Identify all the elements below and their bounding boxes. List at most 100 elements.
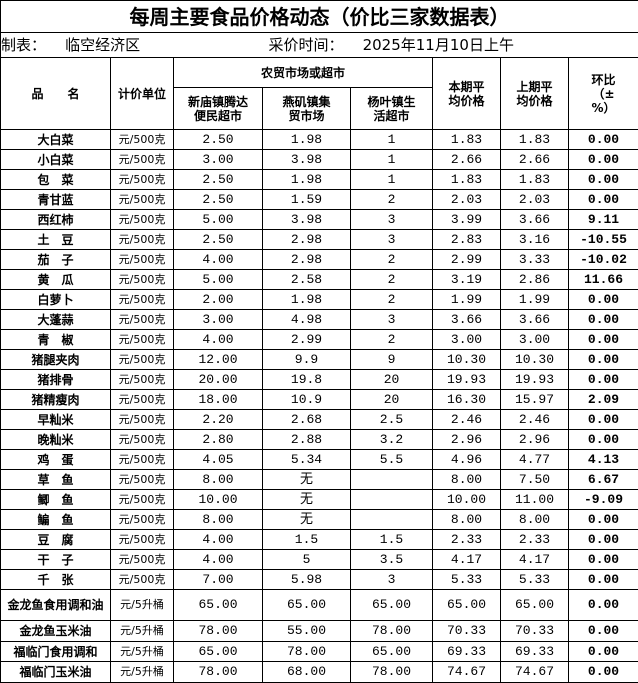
market-price: 2.5 xyxy=(350,409,433,430)
unit: 元/500克 xyxy=(110,549,174,570)
market-price: 3.00 xyxy=(173,149,263,170)
unit: 元/500克 xyxy=(110,289,174,310)
market-price: 7.00 xyxy=(173,569,263,590)
market-price: 1 xyxy=(350,149,433,170)
current-price: 1.83 xyxy=(432,169,501,190)
market-price: 2.50 xyxy=(173,169,263,190)
market-price: 2 xyxy=(350,289,433,310)
market-price: 78.00 xyxy=(173,620,263,642)
table-row: 茄 子元/500克 4.00 2.98 2 2.99 3.33 -10.02 xyxy=(0,249,638,270)
market-price: 20.00 xyxy=(173,369,263,390)
table-row: 晚籼米 元/500克 2.80 2.88 3.2 2.96 2.96 0.00 xyxy=(0,429,638,450)
current-price: 69.33 xyxy=(432,641,501,662)
current-price: 3.19 xyxy=(432,269,501,290)
ratio: 0.00 xyxy=(568,289,638,310)
current-price: 2.03 xyxy=(432,189,501,210)
header-name: 品 名 xyxy=(0,57,111,130)
market-price: 3.98 xyxy=(262,149,351,170)
ratio: 2.09 xyxy=(568,389,638,410)
item-name: 土 豆 xyxy=(0,229,111,250)
ratio: 9.11 xyxy=(568,209,638,230)
time-label: 采价时间： xyxy=(268,36,344,54)
market-price: 9 xyxy=(350,349,433,370)
previous-price: 7.50 xyxy=(500,469,569,490)
previous-price: 2.46 xyxy=(500,409,569,430)
table-row: 土 豆元/500克 2.50 2.98 3 2.83 3.16 -10.55 xyxy=(0,229,638,250)
time: 采价时间： 2025年11月10日上午 xyxy=(262,32,638,58)
market-price: 65.00 xyxy=(350,641,433,662)
previous-price: 74.67 xyxy=(500,661,569,683)
ratio: 0.00 xyxy=(568,309,638,330)
market-name: 杨叶镇生活超市 xyxy=(350,87,433,130)
table-row: 鸡 蛋元/500克 4.05 5.34 5.5 4.96 4.77 4.13 xyxy=(0,449,638,470)
market-price: 1.98 xyxy=(262,169,351,190)
current-price: 5.33 xyxy=(432,569,501,590)
unit: 元/500克 xyxy=(110,469,174,490)
unit: 元/500克 xyxy=(110,309,174,330)
market-price: 4.00 xyxy=(173,249,263,270)
market-price: 4.98 xyxy=(262,309,351,330)
maker: 制表： 临空经济区 xyxy=(0,32,263,58)
ratio: 0.00 xyxy=(568,661,638,683)
market-price: 4.05 xyxy=(173,449,263,470)
header-ratio: 环比（±%） xyxy=(568,57,638,130)
market-price: 78.00 xyxy=(173,661,263,683)
previous-price: 5.33 xyxy=(500,569,569,590)
unit: 元/5升桶 xyxy=(110,589,174,621)
previous-price: 8.00 xyxy=(500,509,569,530)
item-name: 金龙鱼食用调和油 xyxy=(0,589,111,621)
previous-price: 3.00 xyxy=(500,329,569,350)
ratio: 0.00 xyxy=(568,149,638,170)
market-price: 2.68 xyxy=(262,409,351,430)
unit: 元/500克 xyxy=(110,229,174,250)
ratio: 6.67 xyxy=(568,469,638,490)
market-price: 无 xyxy=(262,489,351,510)
table-row: 福临门食用调和 元/5升桶 65.00 78.00 65.00 69.33 69.33 0.0… xyxy=(0,641,638,662)
table-row: 干 子元/500克 4.00 5 3.5 4.17 4.17 0.00 xyxy=(0,549,638,570)
unit: 元/500克 xyxy=(110,249,174,270)
market-price: 18.00 xyxy=(173,389,263,410)
market-price: 1.98 xyxy=(262,289,351,310)
current-price: 2.66 xyxy=(432,149,501,170)
market-price: 3 xyxy=(350,309,433,330)
current-price: 4.96 xyxy=(432,449,501,470)
market-price: 78.00 xyxy=(350,661,433,683)
market-price: 2 xyxy=(350,269,433,290)
maker-value: 临空经济区 xyxy=(65,36,141,54)
market-price: 2.20 xyxy=(173,409,263,430)
unit: 元/500克 xyxy=(110,489,174,510)
previous-price: 11.00 xyxy=(500,489,569,510)
market-price: 无 xyxy=(262,469,351,490)
unit: 元/500克 xyxy=(110,209,174,230)
market-price: 5.5 xyxy=(350,449,433,470)
previous-price: 4.17 xyxy=(500,549,569,570)
current-price: 2.99 xyxy=(432,249,501,270)
ratio: 0.00 xyxy=(568,169,638,190)
ratio: 0.00 xyxy=(568,129,638,150)
item-name: 鳊 鱼 xyxy=(0,509,111,530)
market-price: 2.98 xyxy=(262,249,351,270)
item-name: 干 子 xyxy=(0,549,111,570)
item-name: 包 菜 xyxy=(0,169,111,190)
ratio: 0.00 xyxy=(568,569,638,590)
current-price: 2.33 xyxy=(432,529,501,550)
current-price: 8.00 xyxy=(432,469,501,490)
unit: 元/500克 xyxy=(110,189,174,210)
item-name: 草 鱼 xyxy=(0,469,111,490)
unit: 元/500克 xyxy=(110,509,174,530)
item-name: 鲫 鱼 xyxy=(0,489,111,510)
market-price: 2.50 xyxy=(173,229,263,250)
previous-price: 1.83 xyxy=(500,169,569,190)
table-row: 猪腿夹肉 元/500克 12.00 9.9 9 10.30 10.30 0.00 xyxy=(0,349,638,370)
market-price: 78.00 xyxy=(262,641,351,662)
current-price: 1.83 xyxy=(432,129,501,150)
unit: 元/500克 xyxy=(110,449,174,470)
ratio: 0.00 xyxy=(568,589,638,621)
header-unit: 计价单位 xyxy=(110,57,174,130)
current-price: 8.00 xyxy=(432,509,501,530)
market-price: 2.00 xyxy=(173,289,263,310)
item-name: 金龙鱼玉米油 xyxy=(0,620,111,642)
market-price: 2.99 xyxy=(262,329,351,350)
market-price: 3.2 xyxy=(350,429,433,450)
